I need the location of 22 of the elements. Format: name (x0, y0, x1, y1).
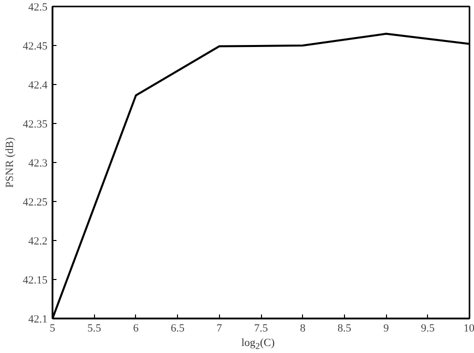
y-axis-title: PSNR (dB) (4, 136, 16, 188)
x-axis-title: log$_{2}$(C) (240, 337, 276, 353)
y-tick-label: 42.4 (28, 80, 48, 92)
x-tick-label: 5.5 (87, 322, 102, 334)
x-tick-label: 8 (300, 322, 306, 334)
x-tick-label: 6 (133, 322, 140, 334)
y-tick-label: 42.15 (22, 274, 48, 286)
x-tick-label: 7.5 (254, 322, 268, 334)
y-tick-label: 42.3 (28, 158, 48, 170)
x-tick-label: 6.5 (170, 322, 185, 334)
x-tick-label: 5 (50, 322, 56, 334)
x-tick-label: 9 (383, 322, 390, 334)
x-tick-label: 10 (464, 322, 474, 334)
y-tick-label: 42.2 (28, 236, 48, 248)
y-tick-label: 42.25 (22, 196, 48, 208)
x-tick-label: 7 (216, 322, 223, 334)
x-tick-label: 8.5 (338, 322, 352, 334)
y-tick-label: 42.35 (22, 118, 48, 130)
y-tick-label: 42.45 (22, 40, 48, 52)
x-tick-label: 9.5 (420, 322, 436, 334)
y-tick-label: 42.5 (28, 2, 48, 14)
y-tick-label: 42.1 (28, 314, 48, 326)
